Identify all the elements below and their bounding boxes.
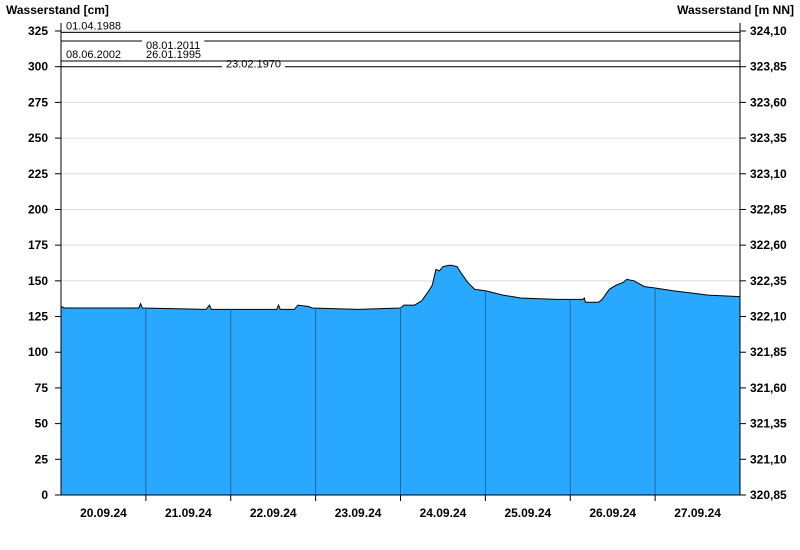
y-tick-label-right: 321,85 (750, 345, 787, 359)
y-tick-label-right: 322,85 (750, 202, 787, 216)
x-tick-label: 22.09.24 (250, 506, 297, 520)
reference-label: 08.06.2002 (66, 49, 121, 61)
y-tick-label-left: 175 (28, 238, 48, 252)
water-level-line (60, 264, 741, 310)
y-tick-label-left: 275 (28, 95, 48, 109)
y-tick-label-left: 50 (35, 417, 49, 431)
reference-label: 26.01.1995 (146, 49, 201, 61)
label-gap (142, 38, 205, 43)
y-tick-label-left: 325 (28, 24, 48, 38)
x-tick-label: 24.09.24 (420, 506, 467, 520)
y-tick-label-right: 323,35 (750, 131, 787, 145)
y-tick-label-right: 324,10 (750, 24, 787, 38)
y-tick-label-left: 25 (35, 452, 49, 466)
y-axis-label-right: Wasserstand [m NN] (677, 3, 794, 17)
y-tick-label-left: 225 (28, 167, 48, 181)
y-tick-label-right: 323,60 (750, 95, 787, 109)
y-tick-label-right: 323,85 (750, 60, 787, 74)
x-tick-label: 26.09.24 (589, 506, 636, 520)
label-gap (222, 64, 286, 69)
y-tick-label-left: 250 (28, 131, 48, 145)
y-tick-label-right: 321,35 (750, 417, 787, 431)
y-tick-label-right: 322,10 (750, 310, 787, 324)
y-tick-label-left: 200 (28, 202, 48, 216)
y-tick-label-right: 321,10 (750, 452, 787, 466)
x-tick-label: 27.09.24 (674, 506, 721, 520)
y-tick-label-left: 300 (28, 60, 48, 74)
y-tick-label-left: 150 (28, 274, 48, 288)
y-tick-label-right: 320,85 (750, 488, 787, 502)
reference-label: 23.02.1970 (226, 59, 281, 71)
y-tick-label-left: 100 (28, 345, 48, 359)
y-axis-label-left: Wasserstand [cm] (6, 3, 109, 17)
x-tick-label: 25.09.24 (504, 506, 551, 520)
reference-label: 01.04.1988 (66, 20, 121, 32)
y-tick-label-right: 322,60 (750, 238, 787, 252)
x-tick-label: 20.09.24 (80, 506, 127, 520)
y-tick-label-left: 75 (35, 381, 49, 395)
y-tick-label-left: 125 (28, 310, 48, 324)
y-tick-label-right: 322,35 (750, 274, 787, 288)
reference-label: 08.01.2011 (146, 40, 200, 52)
x-tick-label: 21.09.24 (165, 506, 212, 520)
y-tick-label-right: 321,60 (750, 381, 787, 395)
x-tick-label: 23.09.24 (335, 506, 382, 520)
y-tick-label-right: 323,10 (750, 167, 787, 181)
y-tick-label-left: 0 (41, 488, 48, 502)
